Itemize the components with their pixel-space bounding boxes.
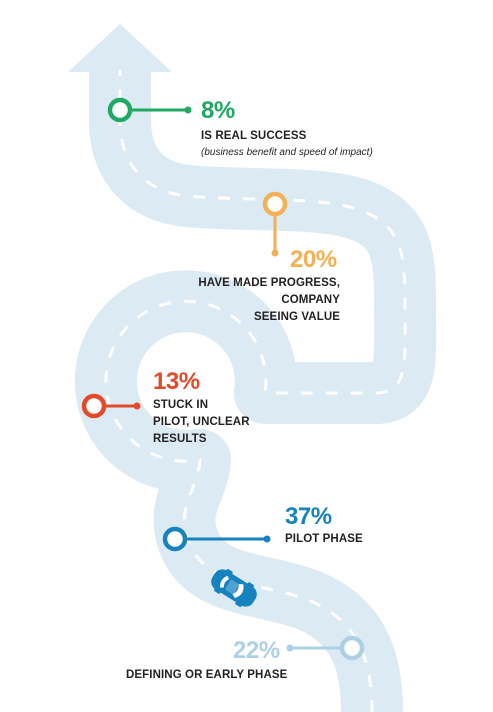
ring-marker (339, 635, 365, 661)
stage-label-progress: HAVE MADE PROGRESS, COMPANY SEEING VALUE (198, 275, 340, 326)
stage-label-real-success: IS REAL SUCCESS (201, 130, 307, 142)
stage-percent-pilot-phase: 37% (285, 503, 332, 530)
stage-label-line: STUCK IN (153, 399, 209, 411)
ring-marker (162, 526, 188, 552)
stage-percent-progress: 20% (290, 246, 337, 273)
connector-dot (286, 644, 294, 652)
marker-real-success (107, 97, 192, 123)
ring-marker (81, 393, 107, 419)
marker-progress (262, 191, 288, 257)
car-icon (211, 569, 257, 607)
ring-marker (107, 97, 133, 123)
stage-percent-real-success: 8% (201, 97, 235, 124)
connector-dot (184, 106, 192, 114)
stage-label-line: PILOT, UNCLEAR (153, 416, 250, 428)
connector-dot (271, 249, 279, 257)
stage-label-line: COMPANY (281, 294, 340, 306)
marker-stuck-in-pilot (81, 393, 141, 419)
stage-label-line: SEEING VALUE (254, 311, 340, 323)
winding-road (74, 60, 437, 712)
stage-note-real-success: (business benefit and speed of impact) (201, 147, 373, 158)
stage-label-early-phase: DEFINING OR EARLY PHASE (126, 669, 288, 681)
stage-percent-early-phase: 22% (233, 637, 280, 664)
stage-label-pilot-phase: PILOT PHASE (285, 533, 363, 545)
ring-marker (262, 191, 288, 217)
marker-early-phase (286, 635, 365, 661)
marker-pilot-phase (162, 526, 271, 552)
stage-label-stuck-in-pilot: STUCK IN PILOT, UNCLEAR RESULTS (153, 397, 250, 448)
connector-dot (263, 535, 271, 543)
connector-dot (133, 402, 141, 410)
stage-label-line: RESULTS (153, 433, 207, 445)
arrow-head-icon (68, 24, 172, 72)
stage-label-line: HAVE MADE PROGRESS, (198, 277, 340, 289)
stage-percent-stuck-in-pilot: 13% (153, 368, 200, 395)
